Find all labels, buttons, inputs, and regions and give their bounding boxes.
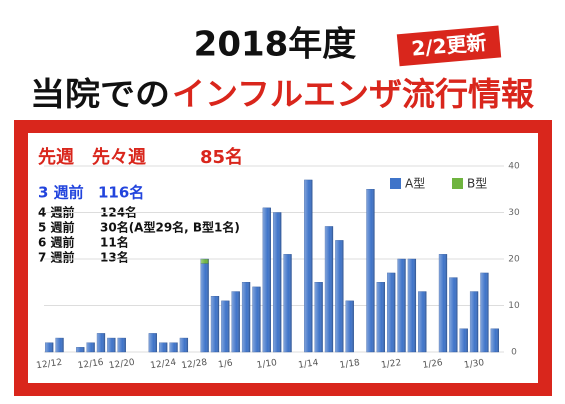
bar-shade — [325, 226, 333, 352]
bar-shade — [55, 338, 64, 352]
bar-shade — [148, 333, 157, 352]
headline: インフルエンザ流行情報 — [172, 75, 534, 113]
x-tick-label: 12/24 — [150, 358, 177, 372]
legend-swatch — [452, 178, 463, 189]
x-tick-label: 1/30 — [463, 358, 485, 371]
bar-shade — [97, 333, 105, 352]
bar-shade — [397, 259, 406, 352]
chart: 0 10 20 30 40 12/12 12/16 12/20 12/24 12/28 1/6 1/1… — [36, 162, 520, 372]
week-count: 30名(A型29名, B型1名) — [100, 220, 240, 235]
bar-shade — [86, 342, 95, 352]
bar-shade — [387, 272, 396, 352]
bar-shade — [439, 254, 447, 352]
bar-shade — [76, 347, 85, 352]
bar-shade — [200, 263, 209, 352]
bar-shade — [345, 300, 354, 352]
bar-shade — [366, 189, 375, 352]
bar-shade — [262, 207, 271, 352]
bar-shade — [470, 291, 479, 352]
x-tick-label: 12/16 — [77, 358, 104, 372]
update-tag: 2/2更新 — [396, 25, 502, 67]
x-tick-label: 12/12 — [36, 358, 63, 372]
bar-shade — [407, 259, 416, 352]
legend-label: B型 — [467, 177, 487, 191]
week-label: 6 週前 — [38, 235, 75, 250]
y-tick-label: 0 — [511, 348, 517, 358]
summary-label: 先週 先々週 — [38, 146, 146, 168]
x-tick-label: 12/20 — [108, 358, 135, 372]
bar-shade — [273, 212, 282, 352]
bar-shade — [376, 282, 385, 352]
week-count: 11名 — [100, 235, 129, 250]
bar-shade — [314, 282, 323, 352]
bar-shade — [159, 342, 168, 352]
x-tick-label: 1/26 — [422, 358, 444, 371]
week-label: 5 週前 — [38, 220, 75, 235]
x-tick-label: 1/10 — [256, 358, 278, 371]
x-tick-label: 1/22 — [381, 358, 402, 371]
bar-shade — [242, 282, 251, 352]
bar-shade — [304, 179, 313, 352]
lead: 当院での — [30, 75, 170, 113]
bar-shade — [117, 338, 126, 352]
bar-shade — [490, 328, 499, 352]
y-tick-label: 30 — [508, 208, 520, 218]
bar-shade — [252, 286, 261, 352]
week-label: 7 週前 — [38, 250, 75, 265]
week-label: 3 週前 — [38, 184, 84, 202]
legend-label: A型 — [405, 177, 425, 191]
bar-shade — [480, 272, 489, 352]
x-tick-label: 1/6 — [218, 358, 234, 370]
bar-shade — [200, 259, 209, 264]
bar-shade — [335, 240, 344, 352]
bar-shade — [107, 338, 116, 352]
y-tick-label: 10 — [508, 301, 520, 311]
bar-shade — [459, 328, 468, 352]
y-tick-label: 40 — [508, 162, 520, 172]
week-count: 13名 — [100, 250, 129, 265]
legend-swatch — [390, 178, 401, 189]
x-tick-label: 12/28 — [181, 358, 208, 372]
bar-shade — [45, 342, 54, 352]
bar-shade — [283, 254, 292, 352]
bar-shade — [211, 296, 219, 352]
year: 2018年度 — [194, 25, 357, 65]
bar-shade — [169, 342, 178, 352]
summary-count: 85名 — [200, 146, 243, 168]
bar-shade — [231, 291, 240, 352]
bar-shade — [179, 338, 188, 352]
bar-shade — [418, 291, 427, 352]
week-count: 116名 — [98, 184, 144, 202]
x-tick-label: 1/18 — [339, 358, 361, 371]
x-tick-label: 1/14 — [298, 358, 320, 371]
update-bg — [396, 25, 502, 67]
bar-shade — [221, 300, 230, 352]
y-tick-label: 20 — [508, 255, 520, 265]
bar-shade — [449, 277, 458, 352]
